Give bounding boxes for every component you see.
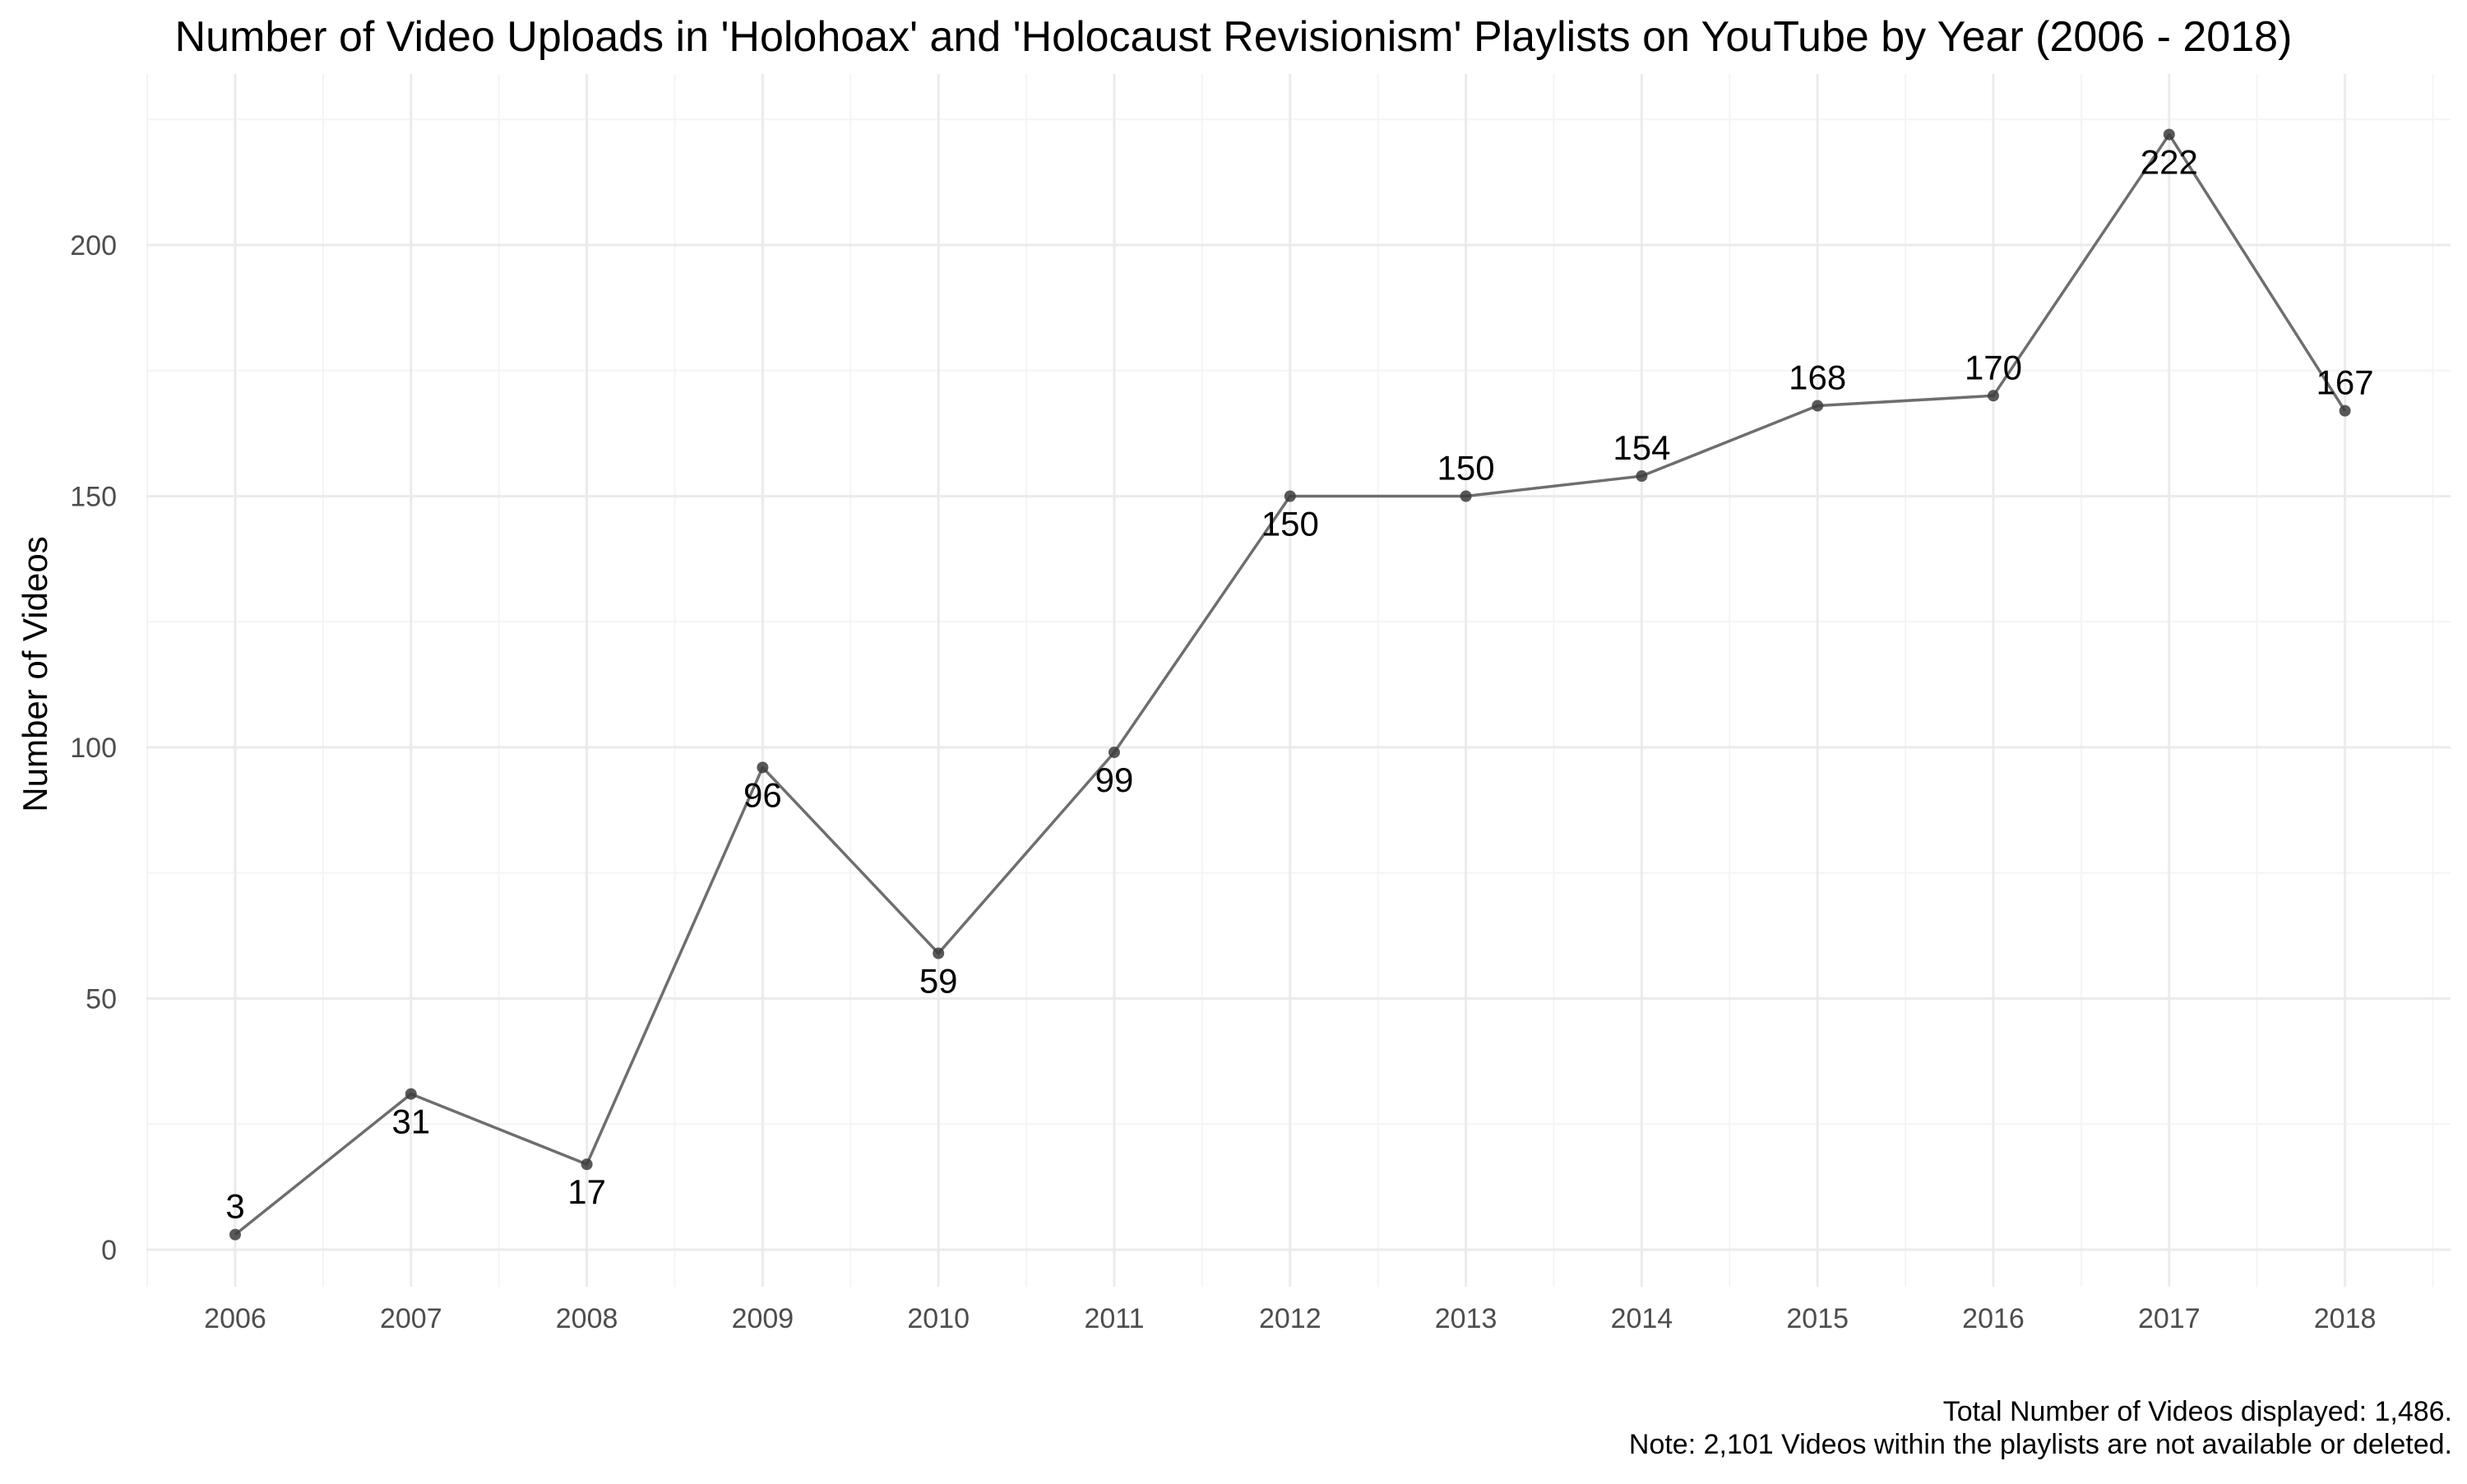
axis-layer: 0 50 100 150 200 2006 2007 2008 2009 2010 2011 2012… [70, 230, 2376, 1334]
data-point [933, 947, 945, 959]
data-label: 154 [1613, 428, 1670, 467]
data-label: 170 [1965, 348, 2022, 386]
data-label: 31 [391, 1103, 430, 1141]
grid-layer [146, 74, 2451, 1287]
x-tick-label: 2011 [1084, 1303, 1144, 1334]
data-label: 59 [919, 962, 958, 1001]
data-point [1109, 747, 1120, 759]
data-point [1460, 490, 1472, 502]
data-label: 3 [225, 1187, 244, 1226]
y-tick-label: 50 [86, 984, 117, 1015]
x-tick-label: 2013 [1435, 1303, 1497, 1334]
x-tick-label: 2006 [204, 1303, 266, 1334]
x-tick-label: 2008 [556, 1303, 618, 1334]
y-tick-label: 0 [101, 1235, 117, 1266]
data-point [405, 1088, 417, 1100]
data-point [757, 761, 769, 774]
chart-title: Number of Video Uploads in 'Holohoax' an… [175, 13, 2293, 61]
y-tick-label: 100 [70, 733, 117, 764]
x-tick-label: 2009 [732, 1303, 794, 1334]
data-label: 17 [567, 1172, 606, 1211]
data-label: 99 [1095, 760, 1134, 799]
data-label-layer: 3 31 17 96 59 99 150 150 154 168 170 222 167 [225, 143, 2373, 1226]
data-point [1284, 490, 1296, 502]
data-point [229, 1228, 241, 1241]
x-tick-label: 2007 [380, 1303, 442, 1334]
series-layer [229, 128, 2351, 1241]
data-point [1988, 390, 1999, 402]
data-point [1812, 400, 1824, 412]
caption-total: Total Number of Videos displayed: 1,486. [1943, 1396, 2452, 1427]
data-point [1636, 470, 1648, 483]
x-tick-label: 2012 [1259, 1303, 1321, 1334]
y-tick-label: 150 [70, 482, 117, 513]
data-point [2339, 405, 2351, 417]
y-tick-label: 200 [70, 230, 117, 261]
y-axis-title: Number of Videos [16, 536, 54, 811]
data-label: 168 [1789, 358, 1846, 397]
data-label: 96 [743, 775, 782, 814]
x-tick-label: 2015 [1786, 1303, 1849, 1334]
caption-note: Note: 2,101 Videos within the playlists … [1629, 1429, 2452, 1460]
x-tick-label: 2016 [1962, 1303, 2025, 1334]
data-label: 167 [2317, 363, 2374, 402]
data-label: 222 [2141, 143, 2198, 182]
x-tick-label: 2017 [2138, 1303, 2201, 1334]
x-tick-label: 2018 [2314, 1303, 2377, 1334]
data-point [581, 1158, 593, 1171]
x-tick-label: 2014 [1611, 1303, 1673, 1334]
data-label: 150 [1261, 505, 1319, 543]
x-tick-label: 2010 [907, 1303, 970, 1334]
data-label: 150 [1437, 449, 1495, 488]
data-point [2163, 128, 2175, 141]
